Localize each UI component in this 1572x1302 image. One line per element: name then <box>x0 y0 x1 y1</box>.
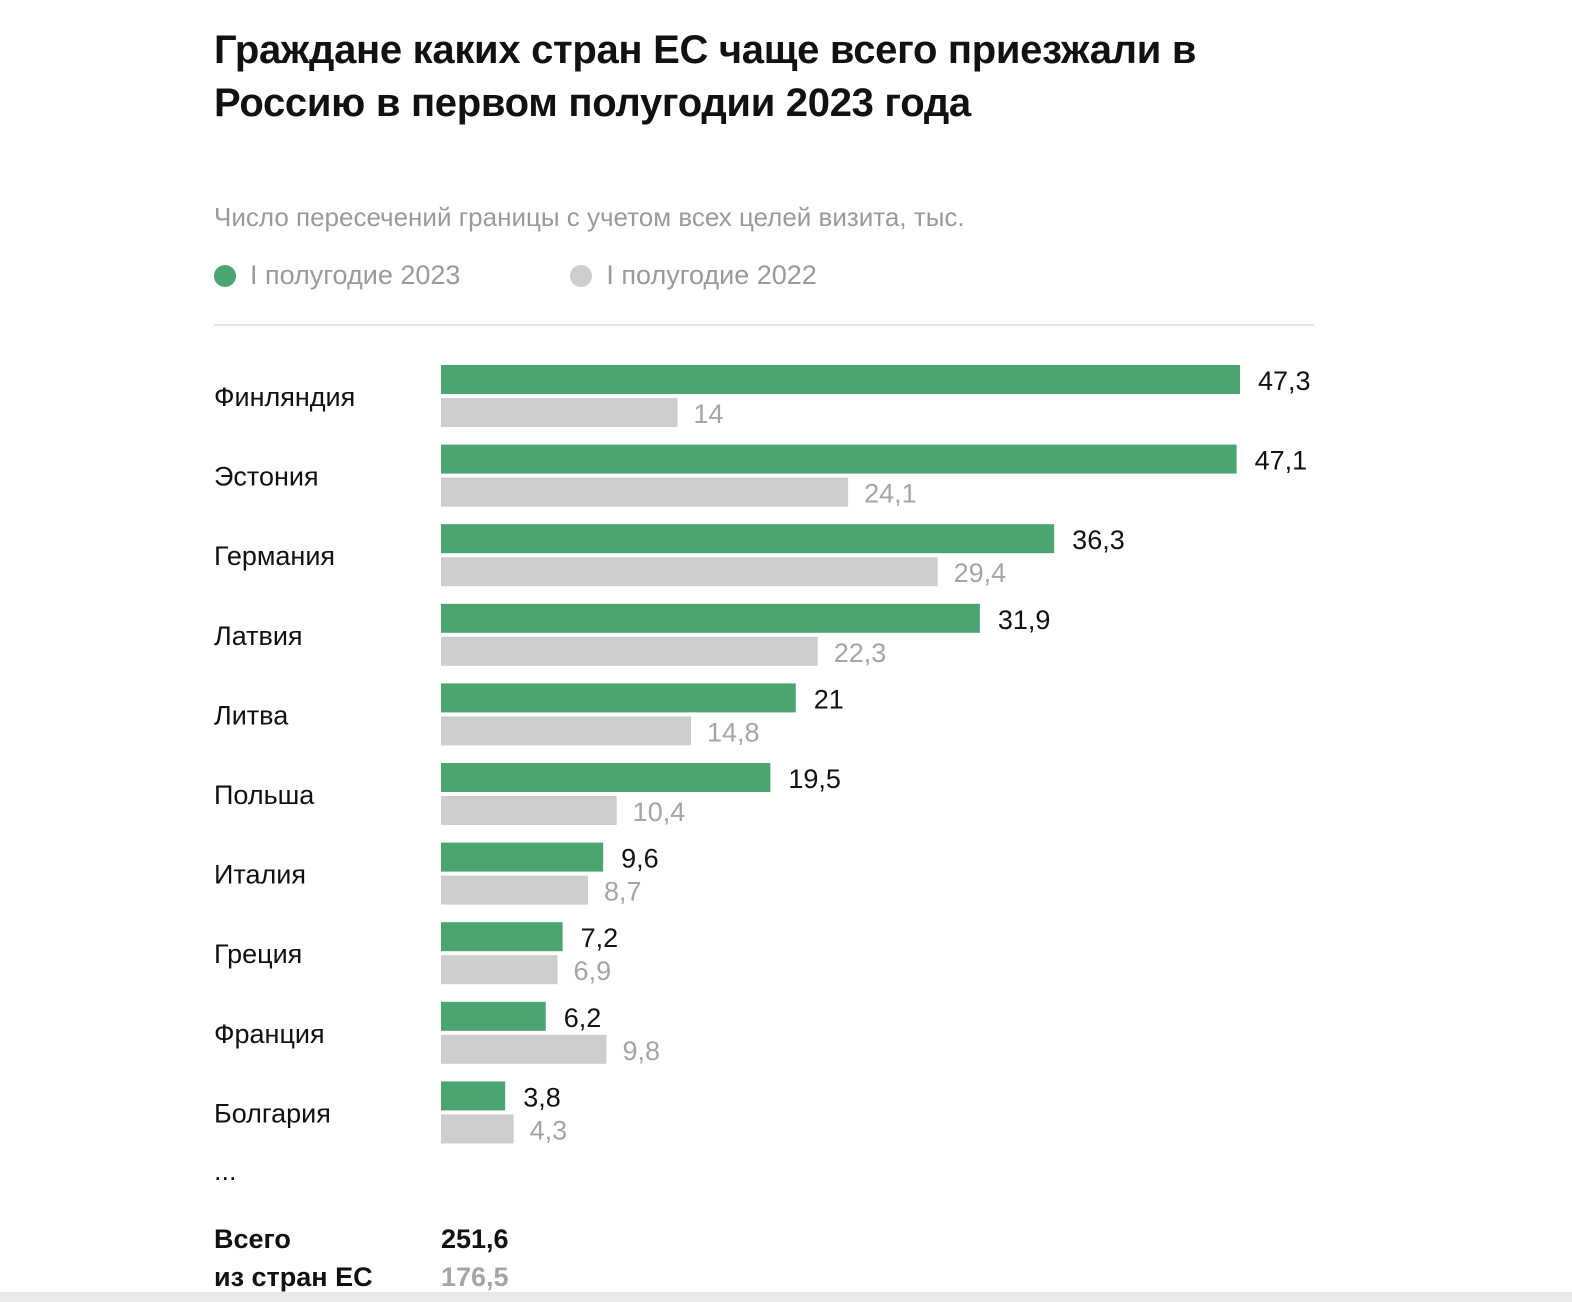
value-label: 9,6 <box>621 844 659 874</box>
divider <box>214 324 1314 326</box>
value-label: 22,3 <box>834 638 887 668</box>
value-label: 21 <box>814 684 844 714</box>
bar-2022 <box>441 636 818 666</box>
category-label: Литва <box>214 700 289 730</box>
category-label: Франция <box>214 1019 325 1049</box>
bar-2022 <box>441 557 938 587</box>
category-label: Латвия <box>214 621 303 651</box>
legend-item-2023: I полугодие 2023 <box>214 260 460 291</box>
bar-2022 <box>441 716 692 746</box>
category-label: Болгария <box>214 1098 331 1128</box>
bar-2023 <box>441 603 980 633</box>
value-label: 36,3 <box>1072 525 1125 555</box>
legend-label: I полугодие 2022 <box>606 260 817 290</box>
value-label: 10,4 <box>633 797 686 827</box>
value-label: 31,9 <box>998 605 1051 635</box>
category-label: Италия <box>214 860 306 890</box>
chart-title: Граждане каких стран ЕС чаще всего приез… <box>214 28 1197 125</box>
ellipsis: ... <box>214 1156 237 1186</box>
category-label: Германия <box>214 541 335 571</box>
value-label: 24,1 <box>864 479 917 509</box>
bar-2022 <box>441 875 588 905</box>
value-label: 6,2 <box>564 1003 602 1033</box>
bar-2023 <box>441 842 604 872</box>
bar-2023 <box>441 1001 546 1031</box>
bar-2023 <box>441 444 1237 474</box>
chart-subtitle: Число пересечений границы с учетом всех … <box>214 202 965 232</box>
bar-2022 <box>441 796 617 825</box>
legend-dot-gray-icon <box>570 264 593 287</box>
total-label-line2: из стран ЕС <box>214 1262 373 1292</box>
value-label: 4,3 <box>530 1115 568 1145</box>
legend-dot-green-icon <box>214 264 236 287</box>
bar-2023 <box>441 524 1055 554</box>
value-label: 8,7 <box>604 877 642 907</box>
bottom-border <box>0 1292 1572 1302</box>
bar-2023 <box>441 683 796 713</box>
value-label: 9,8 <box>623 1036 661 1066</box>
value-label: 29,4 <box>954 558 1007 588</box>
category-label: Греция <box>214 939 302 969</box>
legend-item-2022: I полугодие 2022 <box>570 260 817 291</box>
total-label: Всего из стран ЕС <box>214 1220 373 1296</box>
value-label: 14,8 <box>707 717 760 747</box>
bar-2022 <box>441 1034 607 1064</box>
value-label: 14 <box>693 399 723 429</box>
bar-2023 <box>441 922 563 952</box>
legend-label: I полугодие 2023 <box>250 260 461 290</box>
category-label: Финляндия <box>214 382 355 412</box>
value-label: 7,2 <box>581 923 619 953</box>
total-value-2022: 176,5 <box>441 1262 509 1292</box>
value-label: 47,3 <box>1258 366 1311 396</box>
category-label: Польша <box>214 780 315 810</box>
value-label: 47,1 <box>1255 446 1308 476</box>
bar-2022 <box>441 1114 514 1144</box>
category-label: Эстония <box>214 462 319 492</box>
total-values: 251,6 176,5 <box>441 1220 509 1296</box>
bar-2023 <box>441 365 1240 394</box>
bar-2022 <box>441 477 849 507</box>
value-label: 3,8 <box>523 1082 561 1112</box>
value-label: 19,5 <box>788 764 841 794</box>
bar-2022 <box>441 398 678 427</box>
bar-2023 <box>441 1081 506 1111</box>
total-value-2023: 251,6 <box>441 1224 509 1254</box>
value-label: 6,9 <box>574 956 612 986</box>
total-label-line1: Всего <box>214 1224 291 1254</box>
bar-2023 <box>441 763 771 792</box>
legend: I полугодие 2023 I полугодие 2022 <box>214 260 927 291</box>
bar-2022 <box>441 955 558 985</box>
